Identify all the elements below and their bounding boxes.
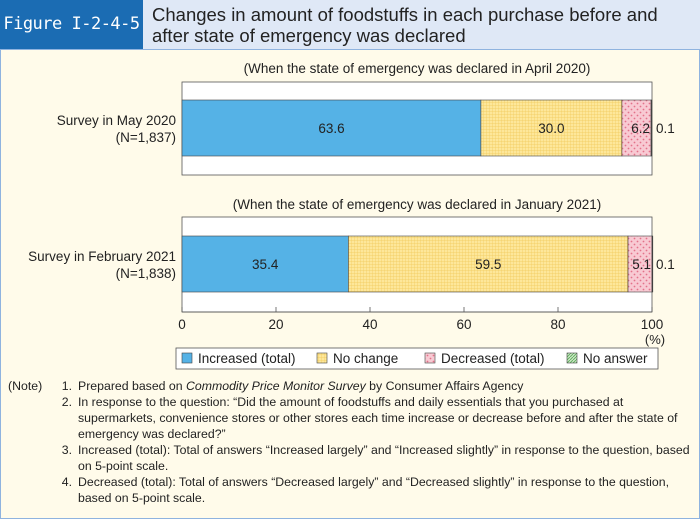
note-text: Decreased (total): Total of answers “Dec… bbox=[78, 475, 670, 505]
data-label: 30.0 bbox=[538, 121, 564, 136]
note-item: 3. Increased (total): Total of answers “I… bbox=[8, 442, 698, 474]
panel-subtitle: (When the state of emergency was declare… bbox=[244, 61, 591, 76]
figure-title: Changes in amount of foodstuffs in each … bbox=[152, 4, 658, 46]
bar-segment-increased-total bbox=[181, 99, 482, 157]
legend-swatch bbox=[181, 352, 193, 364]
sample-size-label: (N=1,838) bbox=[116, 266, 176, 281]
bar-segment-no-answer bbox=[651, 235, 654, 293]
legend-swatch bbox=[566, 352, 578, 364]
category-label: Survey in May 2020 bbox=[57, 113, 176, 128]
x-tick-label: 60 bbox=[456, 317, 471, 332]
legend-swatch bbox=[424, 352, 436, 364]
data-label: 0.1 bbox=[656, 257, 675, 272]
legend-label: No answer bbox=[583, 351, 648, 366]
legend bbox=[175, 347, 659, 370]
legend-label: Decreased (total) bbox=[441, 351, 545, 366]
x-tick-label: 20 bbox=[268, 317, 283, 332]
legend-label: Increased (total) bbox=[198, 351, 296, 366]
x-unit-label: (%) bbox=[645, 332, 665, 347]
note-text: Increased (total): Total of answers “Inc… bbox=[78, 443, 690, 473]
note-number: 1. bbox=[61, 379, 72, 393]
sample-size-label: (N=1,837) bbox=[116, 130, 176, 145]
panel-subtitle: (When the state of emergency was declare… bbox=[233, 197, 601, 212]
x-tick-label: 0 bbox=[178, 317, 186, 332]
data-label: 59.5 bbox=[475, 257, 501, 272]
data-label: 35.4 bbox=[252, 257, 279, 272]
x-tick-label: 40 bbox=[362, 317, 377, 332]
notes: (Note) 1. Prepared based on Commodity Pric… bbox=[8, 378, 698, 506]
bar-segment-no-change bbox=[348, 235, 629, 293]
notes-label: (Note) bbox=[8, 379, 43, 393]
x-tick-label: 100 bbox=[641, 317, 664, 332]
bar-segment-no-answer bbox=[650, 99, 653, 157]
figure-label: Figure I-2-4-5 bbox=[0, 0, 143, 49]
data-label: 6.2 bbox=[631, 121, 650, 136]
note-item: 2. In response to the question: “Did the … bbox=[8, 394, 698, 442]
legend-swatch bbox=[316, 352, 328, 364]
category-label: Survey in February 2021 bbox=[28, 249, 176, 264]
bar-segment-increased-total bbox=[181, 235, 349, 293]
data-label: 0.1 bbox=[656, 121, 675, 136]
note-text: In response to the question: “Did the am… bbox=[78, 395, 678, 441]
note-item: 4. Decreased (total): Total of answers “D… bbox=[8, 474, 698, 506]
x-tick-label: 80 bbox=[550, 317, 565, 332]
note-item: (Note) 1. Prepared based on Commodity Pric… bbox=[8, 378, 698, 394]
data-label: 5.1 bbox=[632, 257, 651, 272]
bar-segment-no-change bbox=[480, 99, 623, 157]
bar-segment-decreased-total bbox=[621, 99, 652, 157]
note-number: 3. bbox=[61, 443, 72, 457]
data-label: 63.6 bbox=[318, 121, 344, 136]
note-number: 4. bbox=[61, 475, 72, 489]
legend-label: No change bbox=[333, 351, 398, 366]
note-number: 2. bbox=[61, 395, 72, 409]
note-text: Prepared based on Commodity Price Monito… bbox=[78, 379, 524, 393]
